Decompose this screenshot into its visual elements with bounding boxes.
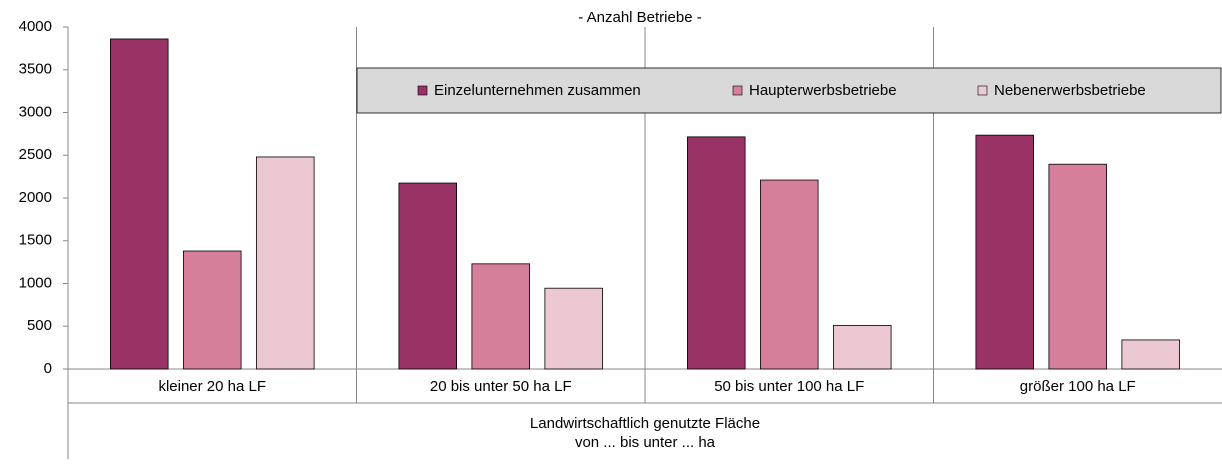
x-axis-title: Landwirtschaftlich genutzte Fläche [530, 415, 760, 432]
y-tick-label: 0 [44, 360, 52, 377]
x-tick-label: 50 bis unter 100 ha LF [714, 378, 864, 395]
y-tick-label: 3000 [19, 103, 52, 120]
x-tick-label: kleiner 20 ha LF [158, 378, 266, 395]
bar [760, 179, 819, 370]
y-tick-label: 4000 [19, 18, 52, 35]
y-tick-label: 500 [27, 317, 52, 334]
legend-label: Haupterwerbsbetriebe [749, 82, 897, 99]
bar [398, 182, 458, 370]
bar [182, 250, 242, 370]
y-tick-label: 1500 [19, 232, 52, 249]
legend-swatch [977, 85, 988, 96]
bar [110, 38, 169, 370]
y-tick-label: 1000 [19, 274, 52, 291]
legend-swatch [732, 85, 743, 96]
bar [832, 324, 892, 370]
y-tick-label: 2000 [19, 189, 52, 206]
legend-label: Nebenerwerbsbetriebe [994, 82, 1146, 99]
y-tick-label: 2500 [19, 146, 52, 163]
legend-swatch [417, 85, 428, 96]
bar [687, 136, 746, 370]
bar [975, 134, 1035, 370]
x-tick-label: größer 100 ha LF [1020, 378, 1136, 395]
y-tick-label: 3500 [19, 61, 52, 78]
legend-box [356, 67, 1222, 114]
bar [255, 156, 315, 370]
bar [1121, 339, 1180, 370]
bar [471, 263, 530, 370]
x-tick-label: 20 bis unter 50 ha LF [430, 378, 572, 395]
bar [544, 287, 603, 370]
legend-label: Einzelunternehmen zusammen [434, 82, 641, 99]
x-axis-title: von ... bis unter ... ha [575, 434, 716, 451]
bar [1048, 163, 1108, 370]
chart-title: - Anzahl Betriebe - [578, 9, 701, 26]
